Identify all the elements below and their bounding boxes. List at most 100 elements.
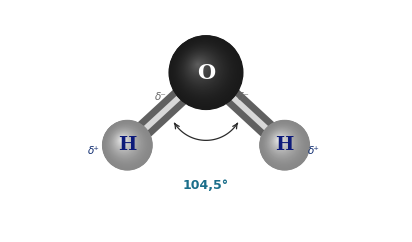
- Circle shape: [108, 125, 144, 162]
- Circle shape: [115, 132, 133, 151]
- Circle shape: [191, 58, 208, 75]
- Circle shape: [117, 135, 129, 147]
- Circle shape: [274, 135, 287, 147]
- Circle shape: [266, 127, 299, 160]
- Circle shape: [272, 132, 291, 152]
- Circle shape: [169, 35, 243, 110]
- Circle shape: [115, 133, 132, 150]
- Circle shape: [276, 136, 284, 145]
- Circle shape: [110, 128, 140, 158]
- Circle shape: [274, 134, 287, 148]
- Circle shape: [269, 130, 294, 154]
- Circle shape: [197, 63, 199, 66]
- Circle shape: [104, 122, 150, 167]
- Circle shape: [120, 138, 124, 142]
- Circle shape: [109, 127, 142, 160]
- Circle shape: [170, 37, 241, 107]
- Circle shape: [277, 138, 282, 142]
- Circle shape: [119, 136, 127, 145]
- Circle shape: [195, 62, 202, 68]
- Circle shape: [275, 136, 285, 146]
- Circle shape: [272, 132, 290, 151]
- Circle shape: [279, 139, 280, 140]
- Circle shape: [114, 132, 133, 151]
- Circle shape: [278, 138, 281, 142]
- Circle shape: [102, 120, 152, 170]
- Circle shape: [111, 129, 139, 157]
- Circle shape: [279, 139, 280, 141]
- Circle shape: [107, 125, 145, 163]
- Circle shape: [178, 44, 229, 96]
- Circle shape: [169, 36, 242, 109]
- Circle shape: [270, 131, 293, 153]
- Circle shape: [106, 124, 146, 164]
- Circle shape: [181, 48, 223, 90]
- Circle shape: [264, 124, 303, 163]
- Circle shape: [267, 127, 298, 159]
- Circle shape: [108, 126, 143, 161]
- Circle shape: [109, 127, 141, 159]
- Circle shape: [277, 137, 283, 143]
- Circle shape: [120, 138, 124, 142]
- Circle shape: [180, 47, 225, 92]
- Circle shape: [180, 46, 226, 93]
- Circle shape: [184, 50, 220, 86]
- Text: δ⁻: δ⁻: [155, 92, 167, 102]
- Circle shape: [190, 57, 210, 76]
- Circle shape: [176, 42, 233, 99]
- Circle shape: [189, 56, 211, 78]
- Circle shape: [118, 136, 128, 145]
- Circle shape: [193, 60, 205, 72]
- Circle shape: [273, 134, 288, 149]
- Circle shape: [265, 126, 301, 162]
- Circle shape: [262, 123, 305, 166]
- Circle shape: [276, 136, 284, 145]
- Circle shape: [111, 129, 138, 156]
- Circle shape: [173, 40, 236, 103]
- Circle shape: [269, 129, 295, 156]
- Circle shape: [173, 39, 237, 104]
- Circle shape: [121, 138, 124, 142]
- Circle shape: [183, 50, 221, 87]
- Circle shape: [265, 126, 301, 161]
- Circle shape: [115, 133, 132, 150]
- Circle shape: [269, 129, 295, 156]
- Circle shape: [121, 139, 123, 141]
- Circle shape: [112, 130, 137, 155]
- Circle shape: [183, 49, 221, 88]
- Circle shape: [185, 51, 218, 85]
- Circle shape: [190, 57, 209, 76]
- Circle shape: [115, 133, 133, 151]
- Circle shape: [108, 126, 143, 160]
- Circle shape: [179, 46, 227, 93]
- Circle shape: [267, 128, 298, 159]
- Circle shape: [274, 134, 288, 148]
- Circle shape: [273, 133, 289, 150]
- Circle shape: [121, 139, 123, 141]
- Circle shape: [271, 132, 291, 152]
- Circle shape: [184, 51, 219, 85]
- Circle shape: [105, 123, 148, 166]
- Circle shape: [103, 121, 150, 168]
- Circle shape: [269, 130, 295, 155]
- Circle shape: [276, 137, 283, 144]
- Circle shape: [112, 130, 137, 155]
- Circle shape: [273, 133, 289, 149]
- Circle shape: [107, 124, 145, 163]
- Text: O: O: [197, 63, 215, 83]
- Circle shape: [108, 126, 143, 161]
- Circle shape: [194, 61, 204, 70]
- Circle shape: [175, 41, 234, 100]
- Circle shape: [192, 59, 207, 74]
- Circle shape: [174, 41, 235, 102]
- Circle shape: [175, 42, 233, 100]
- Circle shape: [174, 41, 234, 101]
- Circle shape: [119, 137, 126, 144]
- Circle shape: [186, 53, 216, 83]
- Circle shape: [177, 44, 230, 96]
- Circle shape: [176, 43, 232, 98]
- Circle shape: [265, 125, 302, 162]
- Circle shape: [271, 131, 292, 153]
- Circle shape: [171, 38, 239, 106]
- Circle shape: [197, 64, 199, 66]
